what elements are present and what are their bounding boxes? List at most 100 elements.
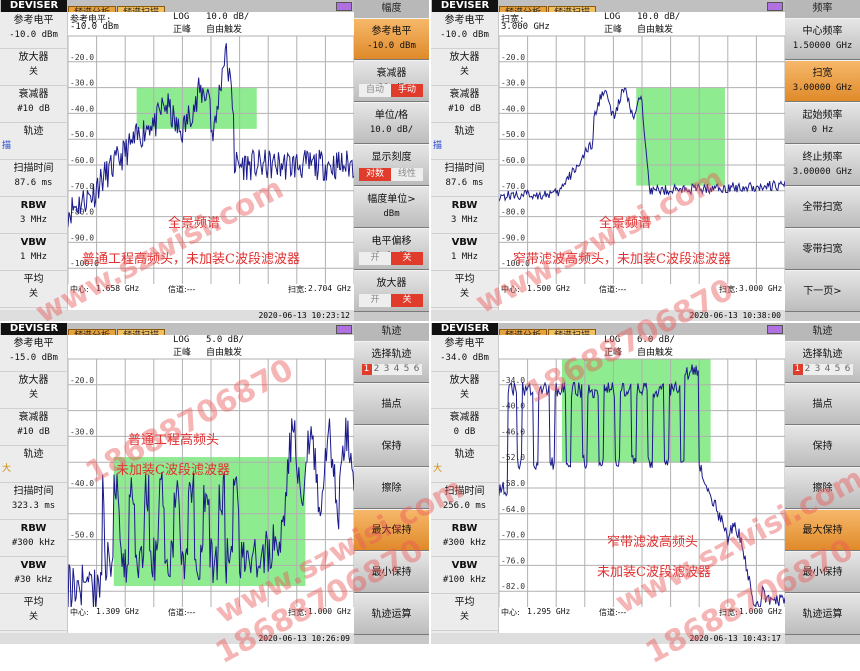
softkey-toggle[interactable]: 开关: [358, 294, 424, 307]
trace-number[interactable]: 3: [812, 364, 823, 375]
header-scale: 10.0 dB/: [637, 12, 681, 22]
timestamp: 2020-06-13 10:38:00: [689, 311, 781, 320]
span-label: 扫宽:: [719, 608, 738, 617]
softkey-5[interactable]: 电平偏移0.0 dB开关: [354, 228, 429, 270]
center-value: 1.295 GHz: [527, 607, 571, 616]
y-tick-label: -82.0: [501, 582, 525, 591]
softkey-toggle[interactable]: 开关: [358, 252, 424, 265]
softkey-label: 轨迹运算: [371, 609, 412, 620]
y-tick-label: -60.0: [501, 156, 525, 165]
softkey-3[interactable]: 擦除: [354, 467, 429, 509]
softkey-menu: 选择轨迹 1 2 3 4 5 6 描点 保持 擦除 最大保持最小保持轨迹运算: [354, 341, 429, 644]
status-bar: 2020-06-13 10:38:00: [431, 310, 785, 321]
status-trace-value: 大: [2, 464, 12, 474]
y-tick-label: -30.0: [70, 79, 94, 88]
spectrum-display[interactable]: LOG 5.0 dB/正峰 自由触发 -20.0 -30.0 -40.0 -50.0 普通工程…: [68, 335, 354, 633]
toggle-option[interactable]: 关: [391, 294, 423, 307]
toggle-option[interactable]: 开: [359, 252, 391, 265]
softkey-5[interactable]: 零带扫宽: [785, 228, 860, 270]
battery-icon: [336, 325, 352, 334]
header-detector: 正峰: [173, 348, 192, 358]
status-ref-level: 参考电平 -10.0 dBm: [0, 12, 67, 49]
spectrum-trace: [499, 364, 785, 609]
display-header: 参考电平: -10.0 dBm LOG 10.0 dB/正峰 自由触发: [68, 12, 354, 36]
status-amplifier-value: 关: [459, 390, 469, 400]
trace-number[interactable]: 5: [401, 364, 412, 375]
status-amplifier: 放大器关: [0, 49, 67, 86]
spectrum-display[interactable]: 扫宽: 3.000 GHz LOG 10.0 dB/正峰 自由触发 -20.0 -30.0-…: [499, 12, 785, 310]
softkey-1[interactable]: 衰减器10 dB自动手动: [354, 60, 429, 102]
softkey-5[interactable]: 最小保持: [785, 551, 860, 593]
trace-number[interactable]: 1: [361, 364, 372, 375]
toggle-option[interactable]: 关: [391, 252, 423, 265]
toggle-option[interactable]: 手动: [391, 84, 423, 97]
status-average: 平均关: [0, 594, 67, 631]
status-ref-level-value: -10.0 dBm: [9, 30, 58, 40]
softkey-0[interactable]: 参考电平 -10.0 dBm: [354, 18, 429, 60]
softkey-6[interactable]: 放大器开关: [354, 270, 429, 312]
status-vbw: VBW 1 MHz: [431, 234, 498, 271]
trace-number[interactable]: 6: [411, 364, 422, 375]
trace-number[interactable]: 6: [842, 364, 853, 375]
menu-panel-title: 频率: [785, 0, 860, 18]
softkey-3[interactable]: 终止频率 3.00000 GHz: [785, 144, 860, 186]
toggle-option[interactable]: 开: [359, 294, 391, 307]
status-rbw-value: #300 kHz: [442, 538, 487, 548]
status-bar: 2020-06-13 10:26:09: [0, 633, 354, 644]
softkey-4[interactable]: 幅度单位> dBm: [354, 186, 429, 228]
spectrum-display[interactable]: 参考电平: -10.0 dBm LOG 10.0 dB/正峰 自由触发 -20.0 -30.…: [68, 12, 354, 310]
softkey-1[interactable]: 描点: [785, 383, 860, 425]
y-tick-label: -34.0: [501, 376, 525, 385]
trace-number[interactable]: 4: [391, 364, 402, 375]
softkey-2[interactable]: 保持: [785, 425, 860, 467]
trace-number[interactable]: 4: [822, 364, 833, 375]
trace-number[interactable]: 2: [802, 364, 813, 375]
deviser-logo: DEVISER: [1, 323, 67, 335]
status-rbw-value: 3 MHz: [19, 215, 48, 225]
status-attenuator-value: 0 dB: [453, 427, 476, 437]
softkey-6[interactable]: 下一页>: [785, 270, 860, 312]
softkey-1[interactable]: 扫宽 3.00000 GHz: [785, 60, 860, 102]
status-average-label: 平均: [23, 597, 44, 608]
header-ref-value: -10.0 dBm: [70, 22, 119, 32]
toggle-option[interactable]: 对数: [359, 168, 391, 181]
trace-number[interactable]: 5: [832, 364, 843, 375]
trace-number[interactable]: 1: [792, 364, 803, 375]
softkey-1[interactable]: 描点: [354, 383, 429, 425]
softkey-toggle[interactable]: 对数 线性: [358, 168, 424, 181]
softkey-0[interactable]: 选择轨迹 1 2 3 4 5 6: [354, 341, 429, 383]
softkey-value: 3.00000 GHz: [792, 83, 853, 93]
softkey-label: 最小保持: [371, 567, 412, 578]
softkey-value: 3.00000 GHz: [792, 167, 853, 177]
softkey-4[interactable]: 最大保持: [785, 509, 860, 551]
softkey-4[interactable]: 全带扫宽: [785, 186, 860, 228]
status-average: 平均关: [0, 271, 67, 308]
softkey-2[interactable]: 保持: [354, 425, 429, 467]
softkey-5[interactable]: 最小保持: [354, 551, 429, 593]
softkey-value: -10.0 dBm: [367, 41, 416, 51]
top-bar: DEVISER频谱分析频谱扫描: [0, 0, 354, 18]
toggle-option[interactable]: 自动: [359, 84, 391, 97]
y-tick-label: -70.0: [501, 182, 525, 191]
softkey-2[interactable]: 起始频率 0 Hz: [785, 102, 860, 144]
softkey-toggle[interactable]: 自动 手动: [358, 84, 424, 97]
spectrum-display[interactable]: LOG 6.0 dB/正峰 自由触发 -34.0 -40.0 -46.0 -52.0 -58.…: [499, 335, 785, 633]
trace-number[interactable]: 2: [371, 364, 382, 375]
status-sweep-time-value: 323.3 ms: [11, 501, 56, 511]
softkey-6[interactable]: 轨迹运算: [785, 593, 860, 635]
softkey-4[interactable]: 最大保持: [354, 509, 429, 551]
softkey-0[interactable]: 中心频率 1.50000 GHz: [785, 18, 860, 60]
softkey-6[interactable]: 轨迹运算: [354, 593, 429, 635]
header-scale: 6.0 dB/: [637, 335, 675, 345]
status-panel: 参考电平 -34.0 dBm 放大器关衰减器 0 dB 轨迹大扫描时间 256.0 ms R…: [431, 335, 498, 633]
toggle-option[interactable]: 线性: [391, 168, 423, 181]
softkey-label: 最小保持: [802, 567, 843, 578]
trace-number[interactable]: 3: [381, 364, 392, 375]
softkey-3[interactable]: 显示刻度 对数 线性: [354, 144, 429, 186]
softkey-0[interactable]: 选择轨迹 1 2 3 4 5 6: [785, 341, 860, 383]
softkey-3[interactable]: 擦除: [785, 467, 860, 509]
softkey-2[interactable]: 单位/格 10.0 dB/: [354, 102, 429, 144]
status-average-label: 平均: [23, 274, 44, 285]
